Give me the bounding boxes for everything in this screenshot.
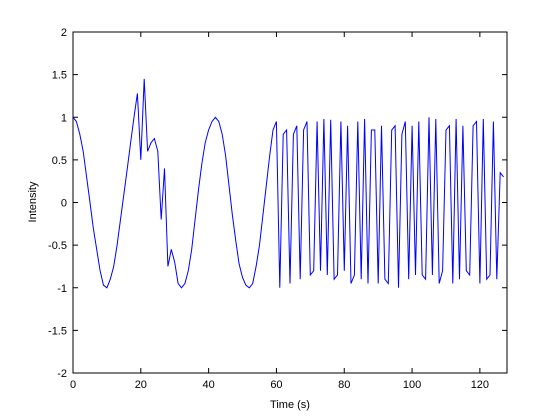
y-tick-label: -1: [57, 283, 67, 295]
y-tick-label: 0: [61, 198, 67, 210]
y-tick-label: 1: [61, 112, 67, 124]
y-tick-label: 2: [61, 27, 67, 39]
x-tick-label: 0: [70, 379, 76, 391]
y-tick-label: -2: [57, 368, 67, 380]
x-axis-label: Time (s): [270, 399, 310, 411]
x-axis: 0 20 40 60 80 100 120: [70, 32, 489, 391]
series-line: [72, 78, 504, 289]
plot-area: [72, 31, 508, 374]
y-tick-label: 0.5: [52, 155, 67, 167]
y-axis-label: Intensity: [27, 181, 39, 222]
y-tick-label: -0.5: [48, 240, 67, 252]
x-tick-label: 80: [338, 379, 350, 391]
x-tick-label: 100: [403, 379, 421, 391]
x-tick-label: 40: [203, 379, 215, 391]
x-tick-label: 60: [270, 379, 282, 391]
y-tick-label: 1.5: [52, 70, 67, 82]
y-tick-label: -1.5: [48, 325, 67, 337]
x-tick-label: 120: [471, 379, 489, 391]
y-axis: 2 1.5 1 0.5 0 -0.5 -1 -1.5 -2: [48, 27, 507, 380]
x-tick-label: 20: [135, 379, 147, 391]
